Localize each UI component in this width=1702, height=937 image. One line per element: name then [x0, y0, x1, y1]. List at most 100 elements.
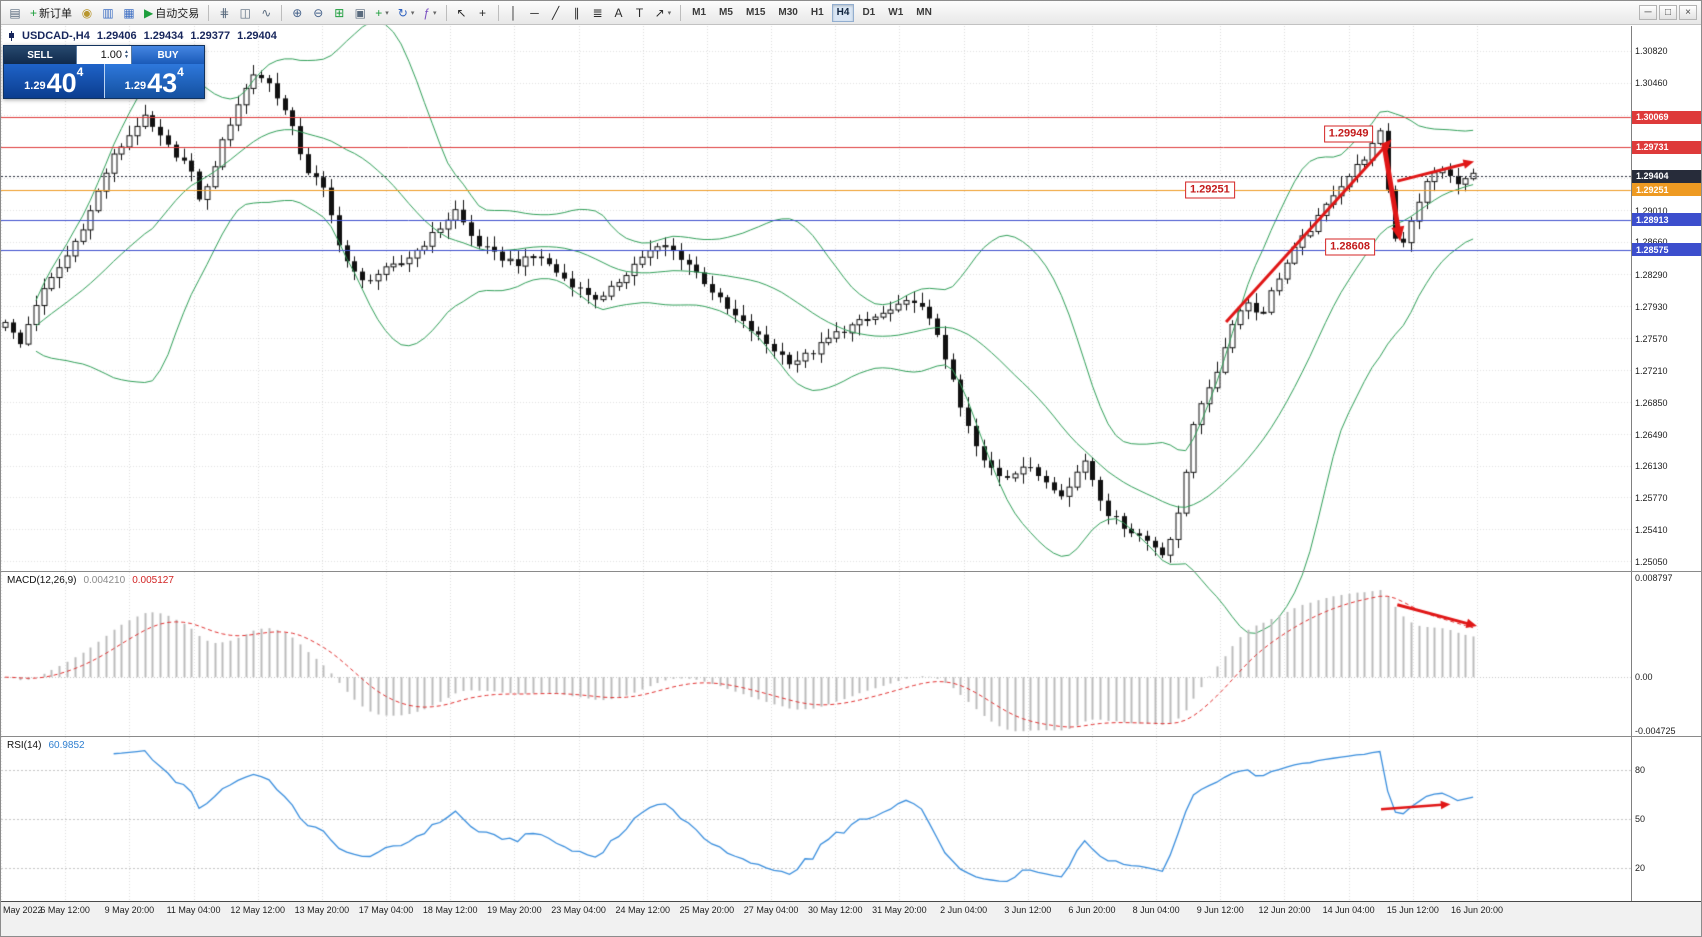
autotrading-icon: ▶	[144, 5, 154, 20]
ohlc-close: 1.29404	[237, 30, 277, 42]
autotrading-button[interactable]: ▶ 自动交易	[140, 3, 203, 23]
profiles-button[interactable]: ↻ ▾	[394, 3, 419, 23]
price-annotation[interactable]: 1.29949	[1323, 125, 1374, 143]
autotrading-button-label: 自动交易	[155, 7, 200, 20]
macd-axis-label: 0.008797	[1635, 572, 1673, 583]
profiles-icon: ↻	[397, 5, 408, 20]
buy-button[interactable]: BUY	[132, 46, 204, 64]
indicators-button[interactable]: ƒ ▾	[419, 3, 440, 23]
channel-tool[interactable]: ∥	[567, 3, 587, 23]
price-level-badge-current-price: 1.29404	[1632, 169, 1701, 183]
rsi-value: 60.9852	[48, 740, 85, 751]
price-axis-label: 1.26130	[1635, 461, 1668, 472]
window-controls: ─ □ ×	[1639, 5, 1697, 20]
crosshair-tool[interactable]: +	[473, 3, 493, 23]
volume-input[interactable]: 1.00 ▲ ▼	[76, 46, 132, 64]
new-chart-button-dropdown-icon[interactable]: ▾	[385, 9, 389, 17]
price-annotation[interactable]: 1.28608	[1325, 238, 1375, 256]
timeframe-w1[interactable]: W1	[888, 7, 904, 18]
horizontal-line-icon: ─	[530, 5, 539, 20]
price-annotation[interactable]: 1.29251	[1184, 181, 1235, 199]
timeframe-d1[interactable]: D1	[862, 7, 876, 18]
line-chart-icon: ∿	[261, 5, 272, 20]
vertical-line-icon: │	[509, 5, 518, 20]
time-axis-label: 6 May 12:00	[40, 905, 90, 915]
tile-windows-button[interactable]: ⊞	[329, 3, 349, 23]
price-level-badge-pivot: 1.29251	[1632, 183, 1701, 197]
sell-button[interactable]: SELL	[4, 46, 76, 64]
rsi-axis-label: 20	[1635, 863, 1646, 874]
timeframe-h4[interactable]: H4	[831, 3, 855, 22]
timeframe-m30[interactable]: M30	[778, 7, 798, 18]
volume-up-icon[interactable]: ▲	[124, 49, 129, 55]
ask-price-display[interactable]: 1.29 43 4	[103, 64, 204, 98]
minimize-button[interactable]: ─	[1639, 5, 1657, 20]
ohlc-low: 1.29377	[190, 30, 231, 42]
vertical-line-tool[interactable]: │	[504, 3, 524, 23]
candlestick-chart-icon: ◫	[239, 5, 251, 20]
time-axis-label: 9 May 20:00	[104, 905, 155, 915]
time-axis-label: 23 May 04:00	[551, 905, 606, 915]
toolbar-separator	[680, 4, 682, 21]
timeframe-h1[interactable]: H1	[810, 7, 824, 18]
price-axis-label: 1.27210	[1635, 365, 1668, 376]
bid-price-display[interactable]: 1.29 40 4	[4, 64, 104, 98]
quote-prices: 1.29 40 4 1.29 43 4	[4, 64, 204, 98]
time-axis-label: 11 May 04:00	[166, 905, 221, 915]
cascade-windows-button[interactable]: ▣	[350, 3, 370, 23]
crosshair-icon: +	[479, 5, 487, 20]
line-chart-button[interactable]: ∿	[256, 3, 276, 23]
tile-windows-icon: ⊞	[334, 5, 345, 20]
text-tool[interactable]: A	[609, 3, 629, 23]
horizontal-line-tool[interactable]: ─	[525, 3, 545, 23]
compass-button[interactable]: ◉	[77, 3, 97, 23]
price-axis-label: 1.28290	[1635, 270, 1668, 281]
volume-down-icon[interactable]: ▼	[124, 54, 129, 60]
new-chart-button[interactable]: + ▾	[371, 3, 393, 23]
ohlc-high: 1.29434	[143, 30, 184, 42]
toolbar-separator	[281, 4, 283, 21]
arrows-tool[interactable]: ↗ ▾	[651, 3, 676, 23]
volume-stepper[interactable]: ▲ ▼	[124, 50, 129, 60]
price-level-badge-resistance: 1.30069	[1632, 110, 1701, 124]
cursor-tool[interactable]: ↖	[452, 3, 472, 23]
new-order-button-label: 新订单	[39, 7, 73, 20]
zoom-out-button[interactable]: ⊖	[308, 3, 328, 23]
chart-icon	[8, 31, 15, 41]
macd-pane-separator[interactable]	[1, 571, 1701, 572]
new-order-button[interactable]: + 新订单	[26, 3, 76, 23]
time-axis-label: 6 Jun 20:00	[1068, 905, 1116, 915]
ask-price-big: 43	[147, 68, 178, 98]
arrows-tool-dropdown-icon[interactable]: ▾	[667, 9, 672, 17]
timeframe-m15[interactable]: M15	[745, 7, 766, 18]
profiles-button-dropdown-icon[interactable]: ▾	[410, 9, 415, 17]
trendline-tool[interactable]: ╱	[546, 3, 566, 23]
zoom-out-icon: ⊖	[313, 5, 324, 20]
compass-icon: ◉	[81, 5, 93, 20]
price-axis[interactable]	[1631, 26, 1701, 936]
price-axis-label: 1.25770	[1635, 493, 1668, 504]
market-watch-button[interactable]: ▥	[98, 3, 118, 23]
candlestick-chart-button[interactable]: ◫	[235, 3, 255, 23]
time-axis-label: 17 May 04:00	[358, 905, 414, 915]
bars-chart-button[interactable]: ⋕	[214, 3, 234, 23]
toolbar: ▤ + 新订单 ◉ ▥ ▦ ▶ 自动交易 ⋕ ◫ ∿ ⊕ ⊖ ⊞ ▣ + ▾ ↻ ▾ ƒ ▾ ↖ + │ ─ ╱ ∥ ≣ A T ↗ ▾ M1 M…	[1, 1, 1701, 25]
time-axis[interactable]	[1, 901, 1701, 936]
timeframe-m5[interactable]: M5	[719, 7, 733, 18]
zoom-in-button[interactable]: ⊕	[287, 3, 307, 23]
rsi-pane-separator[interactable]	[1, 736, 1701, 737]
maximize-button[interactable]: □	[1659, 5, 1677, 20]
timeframe-mn[interactable]: MN	[916, 7, 932, 18]
close-button[interactable]: ×	[1679, 5, 1697, 20]
toolbar-separator	[497, 4, 499, 21]
charts-menu-button[interactable]: ▤	[5, 3, 25, 23]
label-tool[interactable]: T	[630, 3, 650, 23]
data-window-button[interactable]: ▦	[119, 3, 139, 23]
time-axis-label: 15 Jun 12:00	[1386, 905, 1439, 915]
rsi-indicator-label: RSI(14) 60.9852	[7, 740, 85, 751]
indicators-button-dropdown-icon[interactable]: ▾	[433, 9, 437, 17]
timeframe-m1[interactable]: M1	[692, 7, 707, 18]
fibonacci-tool[interactable]: ≣	[588, 3, 608, 23]
price-axis-label: 1.26490	[1635, 429, 1668, 440]
